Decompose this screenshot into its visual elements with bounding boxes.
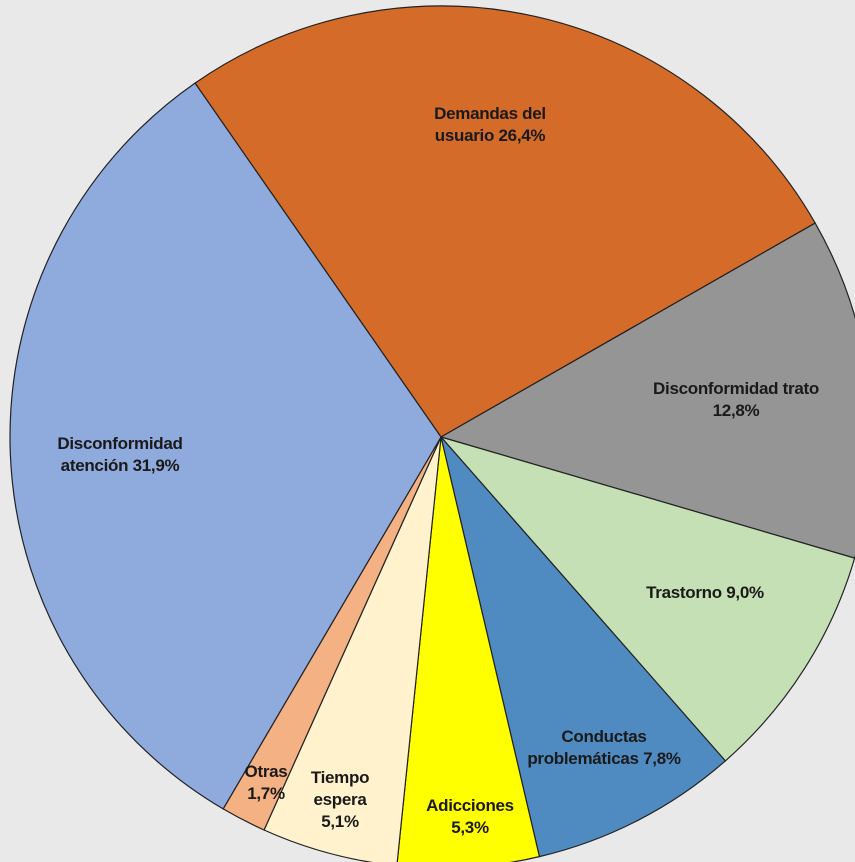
category-label: Adicciones — [426, 796, 514, 815]
slice-label: Conductas problemáticas 7,8% — [524, 726, 684, 770]
slice-label: Otras 1,7% — [241, 761, 291, 805]
value-label: 12,8% — [712, 401, 760, 420]
value-label: 31,9% — [132, 456, 180, 475]
value-label: 26,4% — [498, 126, 546, 145]
slice-label: Tiempo espera 5,1% — [303, 767, 378, 833]
value-label: 5,1% — [321, 812, 359, 831]
pie-slice — [194, 5, 816, 438]
slice-label: Disconformidad trato 12,8% — [651, 378, 821, 422]
slice-label: Disconformidad atención 31,9% — [35, 433, 205, 477]
value-label: 7,8% — [643, 749, 681, 768]
slice-label: Adicciones 5,3% — [410, 795, 530, 839]
value-label: 5,3% — [451, 818, 489, 837]
slice-label: Demandas del usuario 26,4% — [405, 103, 575, 147]
category-label: Disconformidad atención — [57, 434, 183, 475]
category-label: Otras — [244, 762, 288, 781]
value-label: 1,7% — [247, 784, 285, 803]
category-label: Trastorno — [646, 583, 722, 602]
category-label: Disconformidad trato — [653, 379, 819, 398]
pie-slice — [439, 222, 855, 559]
category-label: Conductas problemáticas — [527, 727, 647, 768]
pie-slice — [439, 435, 855, 762]
value-label: 9,0% — [726, 583, 764, 602]
pie-slice — [440, 436, 727, 858]
pie-slice — [396, 436, 541, 862]
category-label: Demandas del usuario — [434, 104, 546, 145]
pie-slice — [9, 82, 442, 810]
category-label: Tiempo espera — [310, 768, 370, 809]
slice-label: Trastorno 9,0% — [610, 582, 800, 604]
